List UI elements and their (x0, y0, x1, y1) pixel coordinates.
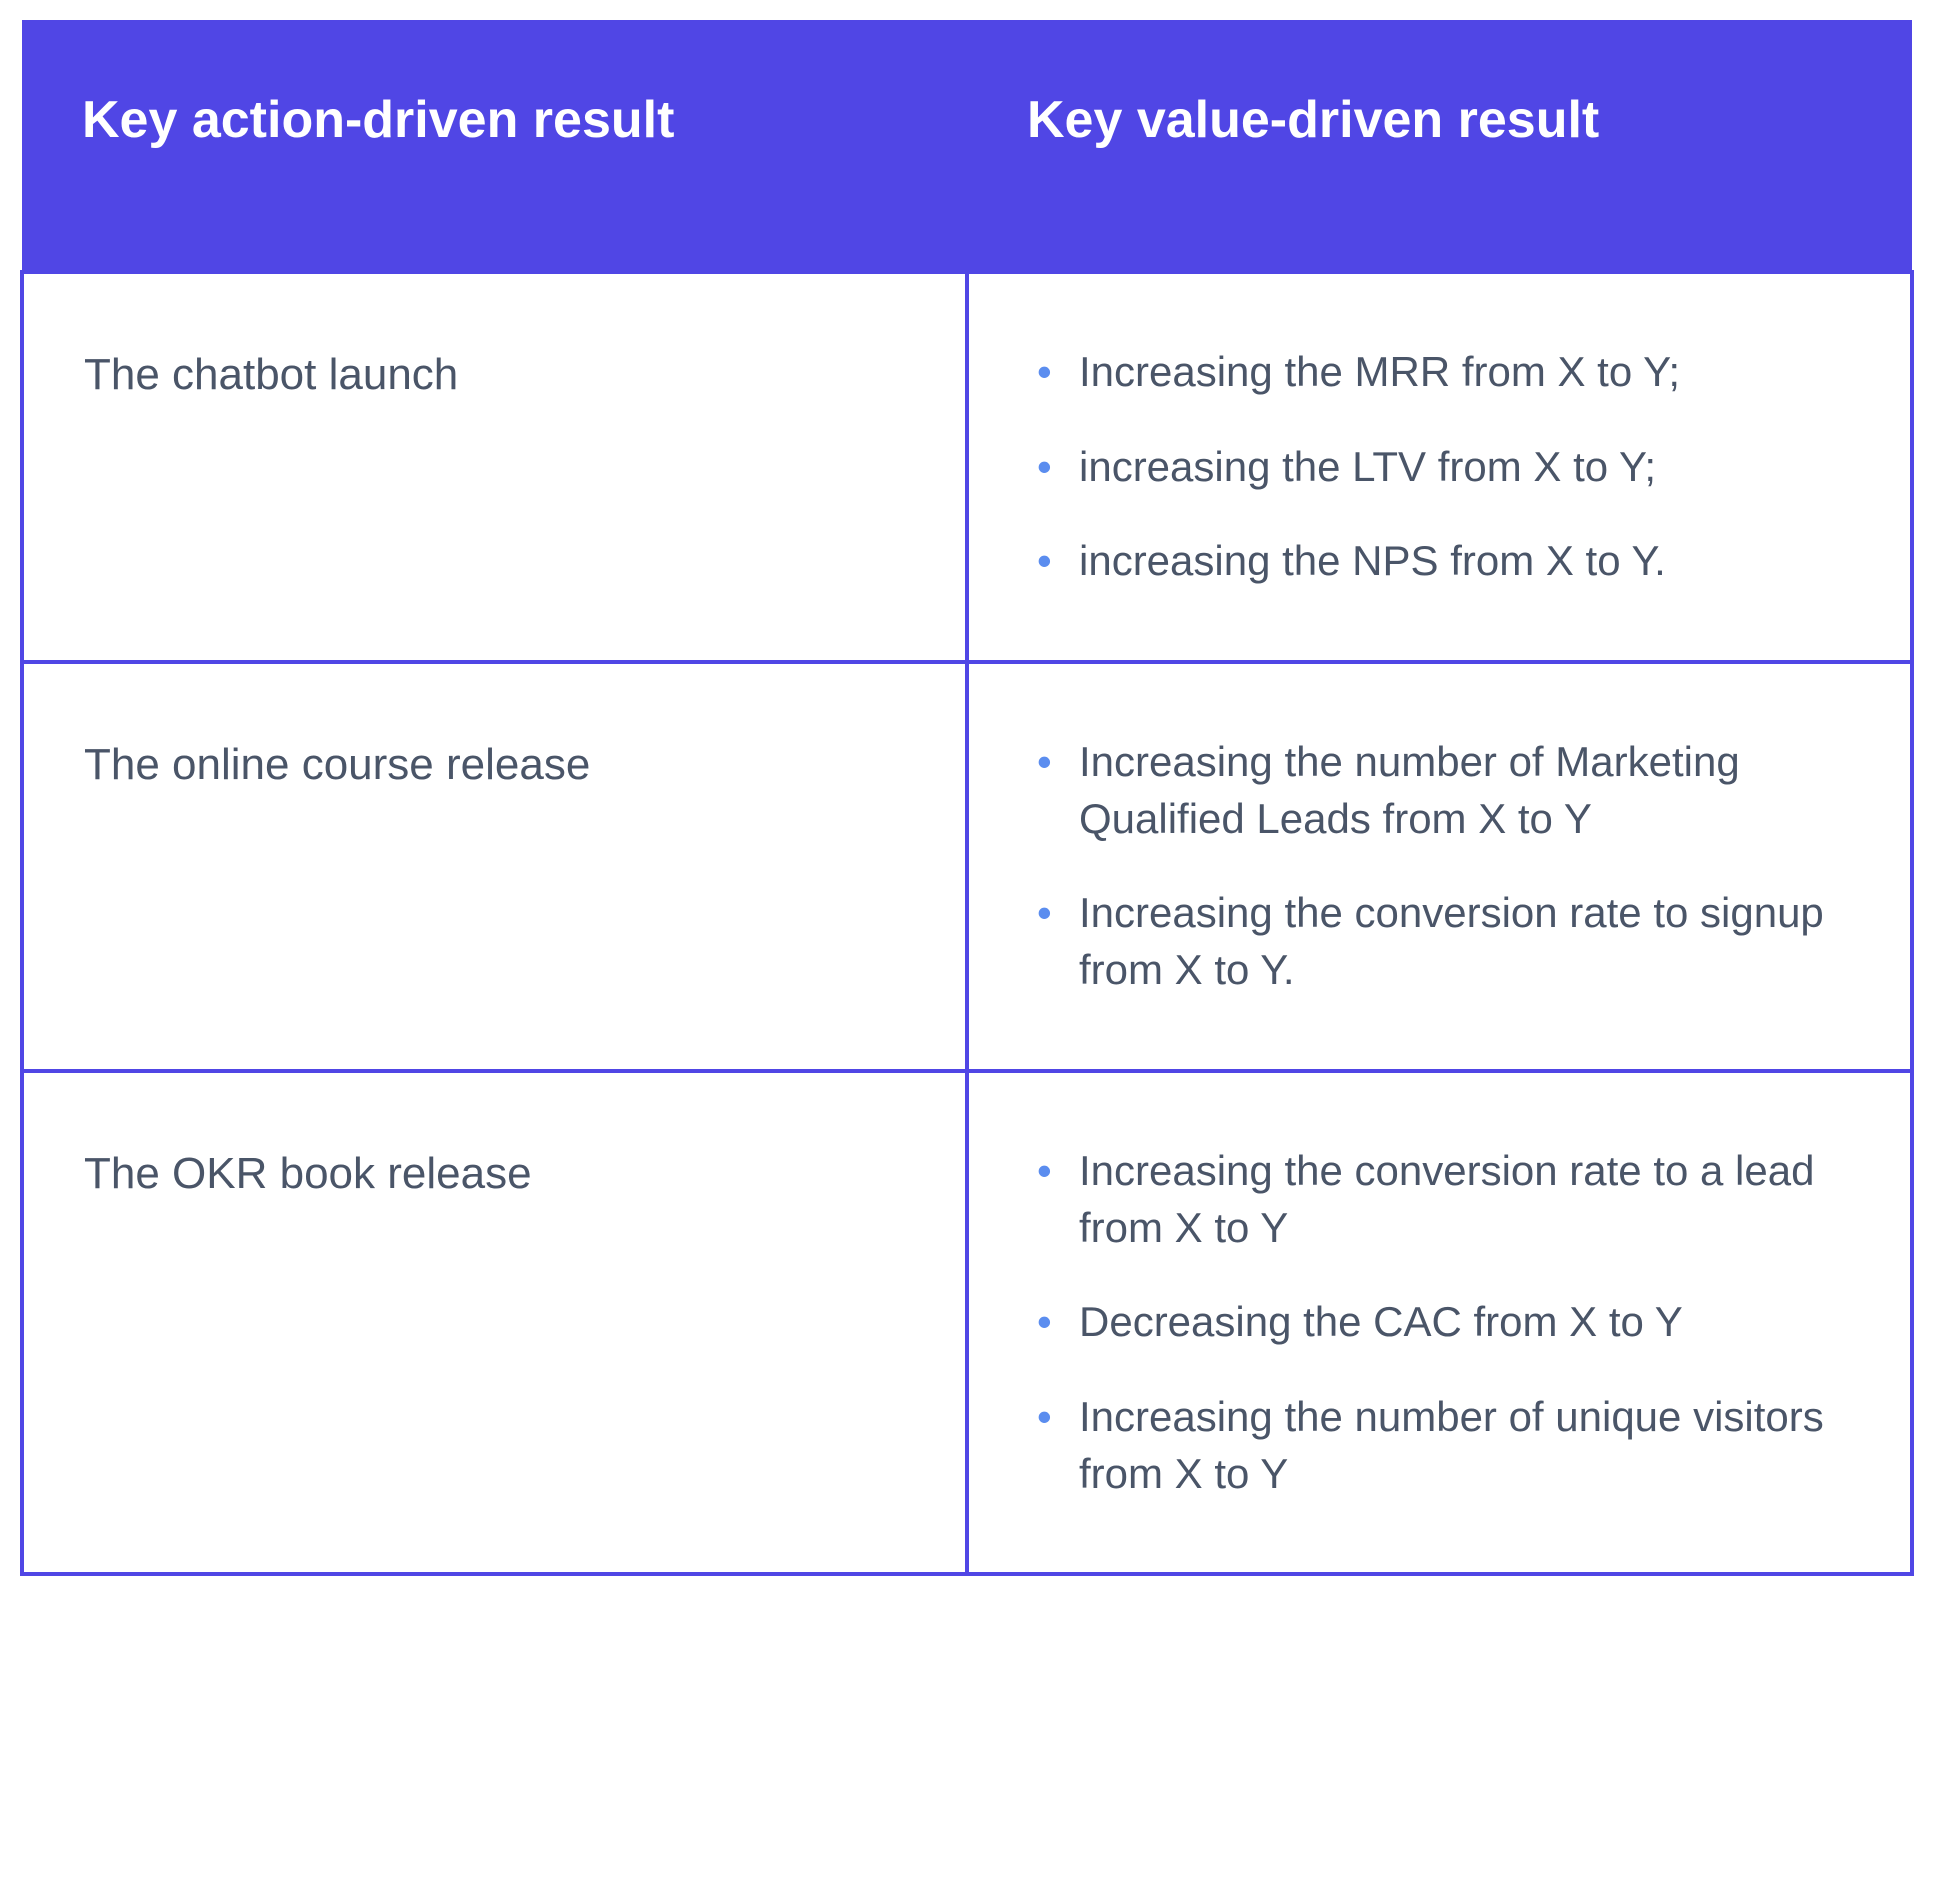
table-header-row: Key action-driven result Key value-drive… (22, 20, 1912, 272)
value-item: Increasing the conversion rate to signup… (1029, 885, 1850, 998)
table-row: The online course release Increasing the… (22, 662, 1912, 1071)
value-item: Decreasing the CAC from X to Y (1029, 1294, 1850, 1351)
value-list: Increasing the conversion rate to a lead… (1029, 1143, 1850, 1502)
value-item: increasing the NPS from X to Y. (1029, 533, 1850, 590)
value-cell: Increasing the number of Marketing Quali… (967, 662, 1912, 1071)
value-cell: Increasing the MRR from X to Y; increasi… (967, 272, 1912, 662)
action-text: The online course release (84, 740, 590, 789)
action-text: The OKR book release (84, 1149, 532, 1198)
table-row: The chatbot launch Increasing the MRR fr… (22, 272, 1912, 662)
value-item: Increasing the MRR from X to Y; (1029, 344, 1850, 401)
value-cell: Increasing the conversion rate to a lead… (967, 1071, 1912, 1574)
action-cell: The chatbot launch (22, 272, 967, 662)
action-text: The chatbot launch (84, 350, 458, 399)
action-cell: The OKR book release (22, 1071, 967, 1574)
value-item: Increasing the number of unique visitors… (1029, 1389, 1850, 1502)
column-header-value: Key value-driven result (967, 20, 1912, 272)
value-list: Increasing the number of Marketing Quali… (1029, 734, 1850, 999)
column-header-action: Key action-driven result (22, 20, 967, 272)
value-item: increasing the LTV from X to Y; (1029, 439, 1850, 496)
value-item: Increasing the conversion rate to a lead… (1029, 1143, 1850, 1256)
action-cell: The online course release (22, 662, 967, 1071)
table-row: The OKR book release Increasing the conv… (22, 1071, 1912, 1574)
value-list: Increasing the MRR from X to Y; increasi… (1029, 344, 1850, 590)
value-item: Increasing the number of Marketing Quali… (1029, 734, 1850, 847)
okr-comparison-table: Key action-driven result Key value-drive… (20, 20, 1914, 1576)
